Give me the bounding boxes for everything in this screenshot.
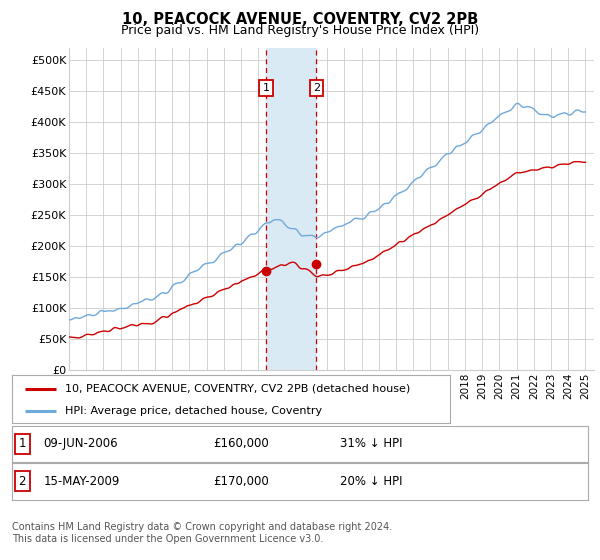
Bar [266, 48, 316, 370]
Text: 10, PEACOCK AVENUE, COVENTRY, CV2 2PB (detached house): 10, PEACOCK AVENUE, COVENTRY, CV2 2PB (d… [65, 384, 410, 394]
Text: 09-JUN-2006: 09-JUN-2006 [44, 437, 118, 450]
Text: £160,000: £160,000 [214, 437, 269, 450]
Text: 2: 2 [19, 475, 26, 488]
Text: 1: 1 [19, 437, 26, 450]
Text: 31% ↓ HPI: 31% ↓ HPI [340, 437, 403, 450]
Text: 10, PEACOCK AVENUE, COVENTRY, CV2 2PB: 10, PEACOCK AVENUE, COVENTRY, CV2 2PB [122, 12, 478, 27]
Text: 15-MAY-2009: 15-MAY-2009 [44, 475, 120, 488]
Text: 2: 2 [313, 83, 320, 93]
Text: £170,000: £170,000 [214, 475, 269, 488]
Text: 1: 1 [262, 83, 269, 93]
Text: Price paid vs. HM Land Registry's House Price Index (HPI): Price paid vs. HM Land Registry's House … [121, 24, 479, 37]
Text: HPI: Average price, detached house, Coventry: HPI: Average price, detached house, Cove… [65, 406, 322, 416]
Text: 20% ↓ HPI: 20% ↓ HPI [340, 475, 403, 488]
Text: Contains HM Land Registry data © Crown copyright and database right 2024.
This d: Contains HM Land Registry data © Crown c… [12, 522, 392, 544]
